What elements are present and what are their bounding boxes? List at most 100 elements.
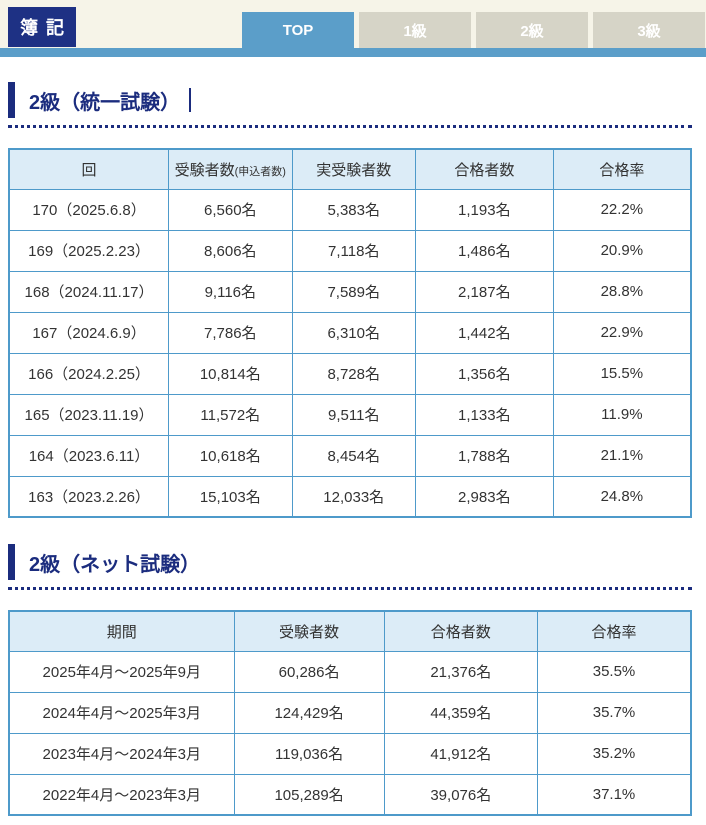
table-cell: 21,376名 — [383, 650, 539, 693]
table-row: 169（2025.2.23） 8,606名 7,118名 1,486名 20.9% — [8, 229, 692, 272]
dotted-divider — [8, 587, 692, 590]
table-cell: 6,310名 — [291, 311, 416, 354]
table-cell: 167（2024.6.9） — [8, 311, 170, 354]
table-cell: 2023年4月～2024年3月 — [8, 732, 235, 775]
unified-exam-results-table: 回受験者数(申込者数) 実受験者数 合格者数 合格率 170（2025.6.8） 6,5… — [8, 148, 692, 518]
table-cell: 35.7% — [537, 691, 692, 734]
table-cell: 2024年4月～2025年3月 — [8, 691, 235, 734]
level-tabs: TOP 1級 2級 3級 — [242, 12, 705, 48]
table-row: 168（2024.11.17） 9,116名 7,589名 2,187名 28.8% — [8, 270, 692, 313]
table-cell: 105,289名 — [233, 773, 385, 816]
table-cell: 39,076名 — [383, 773, 539, 816]
column-header: 受験者数 — [233, 610, 385, 652]
main-content: 2級（統一試験） 回受験者数(申込者数) 実受験者数 合格者数 合格率 170（202… — [8, 82, 692, 816]
table-cell: 60,286名 — [233, 650, 385, 693]
section-unified-exam: 2級（統一試験） 回受験者数(申込者数) 実受験者数 合格者数 合格率 170（202… — [8, 82, 692, 518]
table-cell: 168（2024.11.17） — [8, 270, 170, 313]
tab-top[interactable]: TOP — [242, 12, 354, 48]
table-row: 166（2024.2.25） 10,814名 8,728名 1,356名 15.5% — [8, 352, 692, 395]
table-cell: 37.1% — [537, 773, 692, 816]
column-header: 合格率 — [552, 148, 692, 190]
column-header: 合格者数 — [414, 148, 554, 190]
table-cell: 119,036名 — [233, 732, 385, 775]
table-cell: 35.2% — [537, 732, 692, 775]
table-cell: 12,033名 — [291, 475, 416, 518]
table-row: 2024年4月～2025年3月 124,429名 44,359名 35.7% — [8, 691, 692, 734]
table-cell: 1,356名 — [414, 352, 554, 395]
table-cell: 10,814名 — [168, 352, 293, 395]
table-cell: 20.9% — [552, 229, 692, 272]
table-cell: 15,103名 — [168, 475, 293, 518]
section-net-exam: 2級（ネット試験） 期間 受験者数 合格者数 合格率 2025年4月～2025年9月 6… — [8, 544, 692, 816]
table-row: 2023年4月～2024年3月 119,036名 41,912名 35.2% — [8, 732, 692, 775]
table-cell: 1,193名 — [414, 188, 554, 231]
column-header: 回 — [8, 148, 170, 190]
table-cell: 166（2024.2.25） — [8, 352, 170, 395]
table-cell: 1,788名 — [414, 434, 554, 477]
table-cell: 1,442名 — [414, 311, 554, 354]
table-cell: 28.8% — [552, 270, 692, 313]
section-title-net: 2級（ネット試験） — [8, 544, 692, 580]
table-cell: 8,728名 — [291, 352, 416, 395]
table-cell: 164（2023.6.11） — [8, 434, 170, 477]
column-header: 合格者数 — [383, 610, 539, 652]
column-header: 実受験者数 — [291, 148, 416, 190]
table-cell: 8,454名 — [291, 434, 416, 477]
table-row: 165（2023.11.19） 11,572名 9,511名 1,133名 11.9% — [8, 393, 692, 436]
table-row: 2022年4月～2023年3月 105,289名 39,076名 37.1% — [8, 773, 692, 816]
section-title-text: 2級（ネット試験） — [29, 553, 201, 576]
table-cell: 1,486名 — [414, 229, 554, 272]
table-cell: 24.8% — [552, 475, 692, 518]
section-title-unified: 2級（統一試験） — [8, 82, 692, 118]
table-cell: 22.9% — [552, 311, 692, 354]
table-cell: 2022年4月～2023年3月 — [8, 773, 235, 816]
table-row: 167（2024.6.9） 7,786名 6,310名 1,442名 22.9% — [8, 311, 692, 354]
site-header: 簿記 TOP 1級 2級 3級 — [0, 0, 706, 57]
table-cell: 6,560名 — [168, 188, 293, 231]
column-header: 期間 — [8, 610, 235, 652]
table-cell: 9,511名 — [291, 393, 416, 436]
column-header-small-label: (申込者数) — [234, 165, 286, 178]
table-cell: 44,359名 — [383, 691, 539, 734]
table-row: 163（2023.2.26） 15,103名 12,033名 2,983名 24.8% — [8, 475, 692, 518]
table-cell: 170（2025.6.8） — [8, 188, 170, 231]
table-cell: 7,786名 — [168, 311, 293, 354]
table-cell: 11.9% — [552, 393, 692, 436]
table-cell: 15.5% — [552, 352, 692, 395]
column-header: 合格率 — [537, 610, 692, 652]
table-cell: 163（2023.2.26） — [8, 475, 170, 518]
table-cell: 1,133名 — [414, 393, 554, 436]
table-cell: 11,572名 — [168, 393, 293, 436]
table-cell: 21.1% — [552, 434, 692, 477]
dotted-divider — [8, 125, 692, 128]
tab-level-3[interactable]: 3級 — [593, 12, 705, 48]
table-cell: 165（2023.11.19） — [8, 393, 170, 436]
table-cell: 2,983名 — [414, 475, 554, 518]
table-cell: 9,116名 — [168, 270, 293, 313]
table-cell: 8,606名 — [168, 229, 293, 272]
text-cursor-mark — [189, 88, 192, 112]
table-row: 170（2025.6.8） 6,560名 5,383名 1,193名 22.2% — [8, 188, 692, 231]
bookkeeping-logo: 簿記 — [8, 7, 76, 47]
table-header-row: 回受験者数(申込者数) 実受験者数 合格者数 合格率 — [8, 148, 692, 190]
table-cell: 7,589名 — [291, 270, 416, 313]
table-header-row: 期間 受験者数 合格者数 合格率 — [8, 610, 692, 652]
table-cell: 169（2025.2.23） — [8, 229, 170, 272]
table-row: 164（2023.6.11） 10,618名 8,454名 1,788名 21.1% — [8, 434, 692, 477]
table-cell: 2,187名 — [414, 270, 554, 313]
table-cell: 5,383名 — [291, 188, 416, 231]
tab-level-2[interactable]: 2級 — [476, 12, 588, 48]
table-cell: 41,912名 — [383, 732, 539, 775]
net-exam-results-table: 期間 受験者数 合格者数 合格率 2025年4月～2025年9月 60,286名 21,3… — [8, 610, 692, 816]
section-title-text: 2級（統一試験） — [29, 91, 181, 114]
table-row: 2025年4月～2025年9月 60,286名 21,376名 35.5% — [8, 650, 692, 693]
tab-level-1[interactable]: 1級 — [359, 12, 471, 48]
table-cell: 2025年4月～2025年9月 — [8, 650, 235, 693]
column-header: 受験者数(申込者数) — [168, 148, 293, 190]
table-cell: 10,618名 — [168, 434, 293, 477]
header-accent-bar — [0, 48, 706, 57]
table-cell: 35.5% — [537, 650, 692, 693]
table-cell: 124,429名 — [233, 691, 385, 734]
table-cell: 22.2% — [552, 188, 692, 231]
table-cell: 7,118名 — [291, 229, 416, 272]
